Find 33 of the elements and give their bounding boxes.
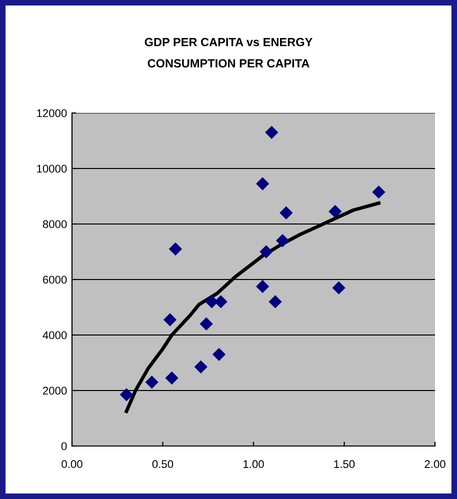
x-tick-label: 2.00 [424,460,446,468]
point [194,360,208,374]
y-tick-label: 6000 [42,276,67,284]
point [120,388,134,402]
x-tick-label: 1.00 [244,460,264,468]
x-tick-label: 1.50 [334,460,355,468]
point [265,126,278,140]
point [256,177,270,190]
point [214,295,228,308]
chart-title: GDP PER CAPITA vs ENERGY CONSUMPTION PER CAPITA [144,38,313,68]
y-tick-label: 10000 [37,164,67,173]
point [200,317,213,330]
y-tick-label: 8000 [42,220,67,228]
point [276,234,290,248]
y-tick-label: 2000 [42,386,67,395]
point [328,204,342,218]
point [332,281,346,294]
point [212,348,226,362]
y-tick-label: 12000 [37,109,67,118]
point [205,295,218,308]
point [145,376,158,389]
point [280,206,293,220]
y-tick-label: 0 [61,442,67,450]
point [256,280,270,294]
point [168,242,182,256]
point [372,186,386,199]
y-tick-label: 4000 [42,331,67,340]
point [165,371,178,385]
point [260,245,273,258]
x-tick-label: 0.00 [62,460,82,468]
point [163,313,177,326]
point [268,295,282,308]
x-tick-label: 0.50 [152,460,174,468]
